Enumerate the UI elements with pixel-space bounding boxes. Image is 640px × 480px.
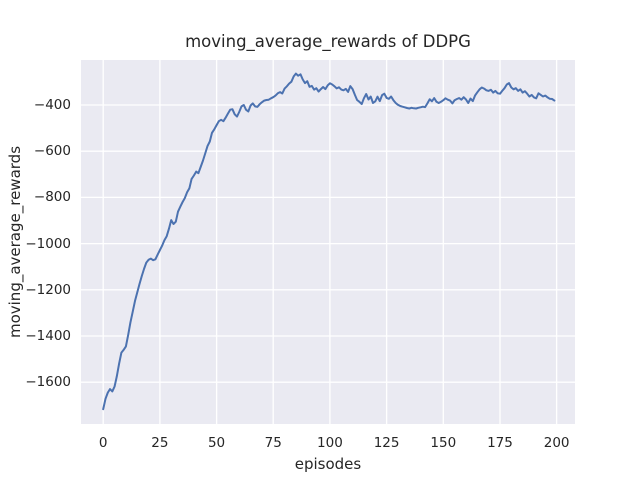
x-tick-label: 75 <box>264 435 282 451</box>
y-tick-label: −1000 <box>25 235 71 252</box>
gridlines <box>81 60 575 424</box>
x-tick-label: 50 <box>207 435 226 451</box>
x-tick-label: 200 <box>543 435 570 451</box>
y-tick-label: −1400 <box>25 328 71 344</box>
y-tick-label: −1200 <box>25 281 71 298</box>
y-tick-label: −1600 <box>25 374 71 391</box>
x-tick-label: 125 <box>373 435 400 451</box>
plot-svg <box>81 60 575 424</box>
y-tick-label: −800 <box>33 189 71 206</box>
x-tick-label: 100 <box>317 435 343 451</box>
x-tick-label: 0 <box>98 435 108 451</box>
x-tick-label: 175 <box>487 435 513 451</box>
plot-area <box>81 60 575 424</box>
x-tick-label: 150 <box>430 435 457 451</box>
x-tick-label: 25 <box>151 435 169 451</box>
reward-line-series <box>102 72 556 411</box>
chart-title: moving_average_rewards of DDPG <box>185 32 471 51</box>
x-axis-label: episodes <box>294 455 362 473</box>
y-tick-label: −400 <box>33 97 71 114</box>
y-tick-label: −600 <box>33 143 71 160</box>
